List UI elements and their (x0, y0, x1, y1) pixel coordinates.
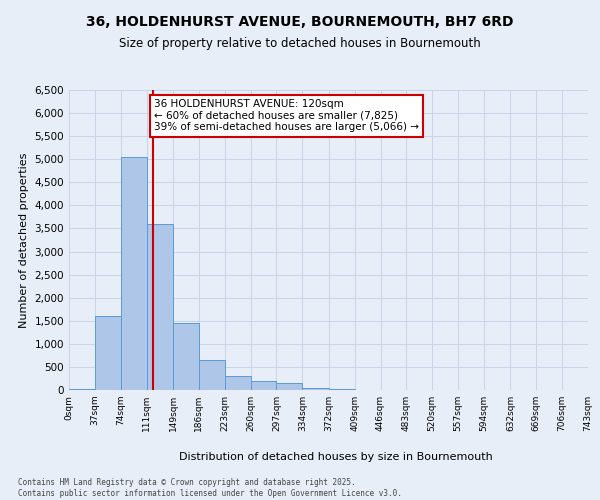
Bar (277, 383, 302, 390)
Bar (251, 381, 277, 390)
Text: 36 HOLDENHURST AVENUE: 120sqm
← 60% of detached houses are smaller (7,825)
39% o: 36 HOLDENHURST AVENUE: 120sqm ← 60% of d… (154, 99, 419, 132)
Bar (121, 157, 146, 390)
Bar (225, 376, 251, 390)
Bar (329, 389, 355, 390)
Text: Contains HM Land Registry data © Crown copyright and database right 2025.
Contai: Contains HM Land Registry data © Crown c… (18, 478, 402, 498)
Text: Size of property relative to detached houses in Bournemouth: Size of property relative to detached ho… (119, 38, 481, 51)
Bar (95, 316, 121, 390)
Text: 36, HOLDENHURST AVENUE, BOURNEMOUTH, BH7 6RD: 36, HOLDENHURST AVENUE, BOURNEMOUTH, BH7… (86, 15, 514, 29)
Bar (302, 388, 329, 390)
Text: Distribution of detached houses by size in Bournemouth: Distribution of detached houses by size … (179, 452, 493, 462)
Bar (146, 224, 173, 390)
Bar (199, 360, 225, 390)
Bar (69, 388, 95, 390)
Y-axis label: Number of detached properties: Number of detached properties (19, 152, 29, 328)
Bar (173, 323, 199, 390)
